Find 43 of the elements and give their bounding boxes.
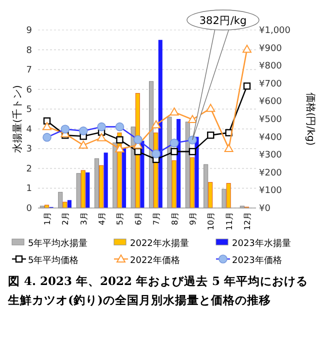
x-tick-label: 12月 [243,212,252,230]
y-tick-label: 2 [26,164,32,174]
legend-label: 2023年価格 [232,255,282,266]
x-tick-label: 9月 [188,212,198,226]
x-tick-label: 8月 [170,212,180,226]
y-tick-label: 0 [26,204,32,214]
y2-tick-label: ¥800 [259,62,282,72]
y2-tick-label: ¥1,000 [259,26,291,36]
x-tick-label: 11月 [224,212,234,230]
y-axis-title: 水揚量(千トン) [12,85,24,153]
x-tick-label: 3月 [79,212,88,226]
y-tick-label: 4 [26,124,32,135]
legend-label: 2022年価格 [130,255,180,266]
text: 図 4. 2023 年、2022 年および過去 5 年平均における生鮮カツオ(釣り)の全国月別水揚量と価格の推移 [8,273,310,309]
legend-label: 5年平均価格 [28,255,79,266]
x-tick-label: 4月 [98,212,107,226]
y2-tick-label: ¥400 [259,132,282,143]
x-tick-label: 1月 [43,212,52,226]
y-tick-label: 1 [26,184,32,194]
y2-tick-label: ¥100 [259,186,282,196]
y-tick-label: 7 [26,66,32,76]
y2-tick-label: ¥900 [259,44,282,54]
y-tick-label: 8 [26,46,32,56]
y-tick-label: 5 [26,105,32,116]
y-tick-label: 9 [26,26,32,36]
x-tick-label: 6月 [134,212,143,226]
x-tick-label: 2月 [61,212,70,226]
x-tick-label: 10月 [206,212,216,230]
legend-label: 5年平均水揚量 [28,238,88,249]
text: 382円/kg [199,15,247,27]
legend-label: 2023年水揚量 [232,238,291,249]
y2-tick-label: ¥600 [259,97,282,108]
y2-tick-label: ¥300 [259,150,282,161]
x-tick-label: 7月 [152,212,162,226]
y2-tick-label: ¥200 [259,168,282,178]
legend-label: 2022年水揚量 [130,238,189,249]
y-tick-label: 6 [26,85,32,96]
y-tick-label: 3 [26,144,32,155]
y2-tick-label: ¥0 [259,204,271,214]
x-tick-label: 5月 [116,212,125,226]
y2-axis-title: 価格(円/kg) [304,92,316,146]
y2-tick-label: ¥700 [259,79,282,90]
y2-tick-label: ¥500 [259,115,282,125]
